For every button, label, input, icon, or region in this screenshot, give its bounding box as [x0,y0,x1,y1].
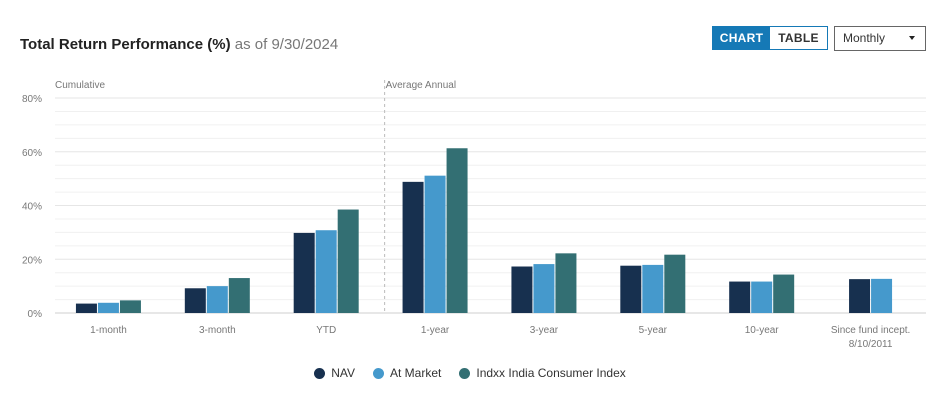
legend-item-nav[interactable]: NAV [314,366,355,380]
y-tick-label: 0% [28,309,43,320]
chart-title-main: Total Return Performance (%) [20,36,231,53]
bar-indxx-india-consumer-index-5[interactable] [664,254,686,313]
chart-title-asof: as of 9/30/2024 [234,36,339,53]
x-tick-label: 5-year [639,325,668,336]
chart-title: Total Return Performance (%) as of 9/30/… [20,36,338,53]
bar-at-market-1[interactable] [206,286,228,313]
section-label-cumulative: Cumulative [55,80,105,91]
bar-at-market-3[interactable] [424,175,446,313]
bar-nav-2[interactable] [293,232,315,313]
legend-label-at-market: At Market [390,366,442,380]
y-tick-label: 20% [22,255,42,266]
legend-label-nav: NAV [331,366,355,380]
bar-at-market-6[interactable] [751,281,773,313]
bar-indxx-india-consumer-index-0[interactable] [119,300,141,313]
bar-at-market-4[interactable] [533,264,555,313]
legend-item-index[interactable]: Indxx India Consumer Index [459,366,626,380]
legend-swatch-index [459,367,471,379]
bar-nav-4[interactable] [511,266,533,313]
x-tick-label: 3-year [530,325,559,336]
section-label-average-annual: Average Annual [386,80,456,91]
bar-at-market-0[interactable] [97,302,119,313]
y-tick-label: 80% [22,94,42,105]
bar-indxx-india-consumer-index-4[interactable] [555,253,577,313]
x-tick-label: Since fund incept. [831,325,911,336]
bar-indxx-india-consumer-index-3[interactable] [446,148,468,313]
x-axis: 1-month 3-month YTD 1-year 3-year 5-year 10-ye… [90,325,910,350]
bar-nav-1[interactable] [184,288,206,313]
chart-legend: NAV At Market Indxx India Consumer Index [0,366,940,380]
legend-item-at-market[interactable]: At Market [373,366,441,380]
bar-nav-6[interactable] [729,281,751,313]
y-tick-label: 60% [22,148,42,159]
frequency-select[interactable]: Monthly [834,26,926,51]
bar-at-market-2[interactable] [315,230,337,313]
x-tick-label: 10-year [745,325,780,336]
chart-grid [55,97,926,314]
chart-view-button[interactable]: CHART [713,27,770,49]
x-tick-label: 3-month [199,325,236,336]
x-tick-label: 1-month [90,325,127,336]
bar-at-market-5[interactable] [642,264,664,313]
bar-at-market-7[interactable] [871,278,893,313]
bar-indxx-india-consumer-index-1[interactable] [228,278,250,313]
bar-nav-5[interactable] [620,265,642,313]
caret-down-icon [909,36,915,40]
table-view-button[interactable]: TABLE [770,27,827,49]
x-tick-label: 1-year [421,325,450,336]
legend-label-index: Indxx India Consumer Index [476,366,626,380]
y-tick-label: 40% [22,202,42,213]
bar-nav-0[interactable] [75,303,97,313]
view-toggle: CHART TABLE [712,26,828,50]
x-tick-label: YTD [316,325,336,336]
legend-swatch-nav [314,367,326,379]
y-axis: 80% 60% 40% 20% 0% [22,94,42,320]
bar-chart: 80% 60% 40% 20% 0% 1-month 3-month YTD 1-year 3-… [22,80,926,350]
bar-nav-7[interactable] [849,279,871,313]
bar-indxx-india-consumer-index-2[interactable] [337,209,359,313]
legend-swatch-at-market [373,367,384,379]
x-tick-label: 8/10/2011 [849,339,893,350]
bar-indxx-india-consumer-index-6[interactable] [773,274,795,313]
chart-bars [75,148,893,313]
frequency-select-value: Monthly [843,31,886,45]
bar-nav-3[interactable] [402,181,424,313]
